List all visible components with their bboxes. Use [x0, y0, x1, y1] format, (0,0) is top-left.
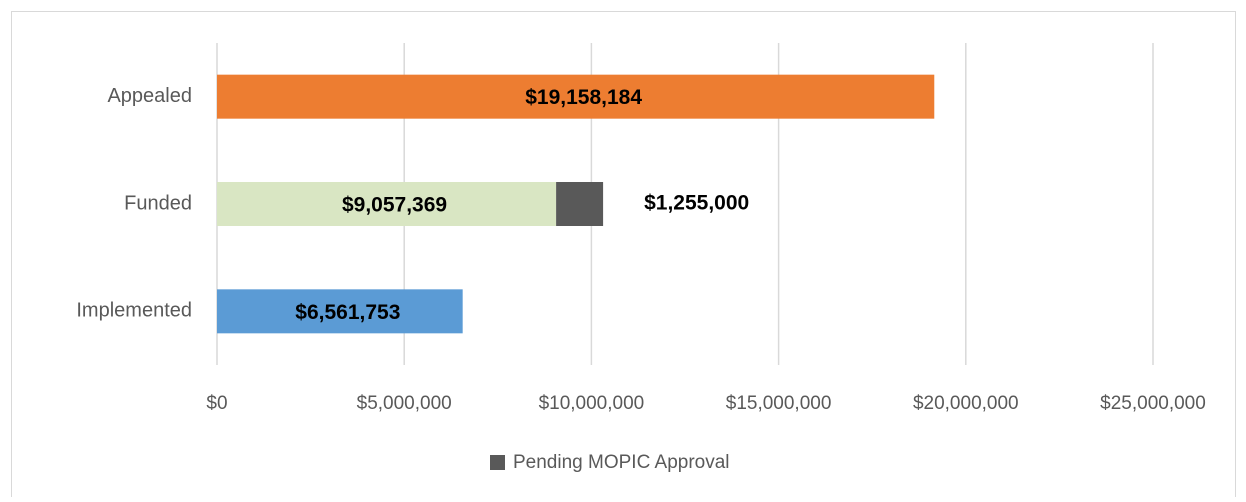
x-tick-label: $20,000,000: [913, 393, 1019, 414]
bar: [217, 289, 463, 334]
x-tick-label: $10,000,000: [539, 393, 645, 414]
x-tick-label: $25,000,000: [1100, 393, 1206, 414]
value-label: $9,057,369: [342, 194, 447, 217]
bar: [556, 182, 604, 226]
value-label: $1,255,000: [644, 192, 749, 215]
bar: [217, 74, 935, 119]
x-tick-label: $5,000,000: [357, 393, 452, 414]
y-tick-label: Appealed: [107, 85, 192, 107]
bar: [217, 182, 557, 226]
value-label: $19,158,184: [525, 86, 642, 109]
legend-label: Pending MOPIC Approval: [513, 452, 730, 473]
x-tick-label: $15,000,000: [726, 393, 832, 414]
value-label: $6,561,753: [295, 301, 400, 324]
y-tick-label: Funded: [124, 192, 192, 214]
x-tick-label: $0: [206, 393, 227, 414]
y-tick-label: Implemented: [76, 300, 192, 322]
legend-swatch: [490, 455, 505, 470]
